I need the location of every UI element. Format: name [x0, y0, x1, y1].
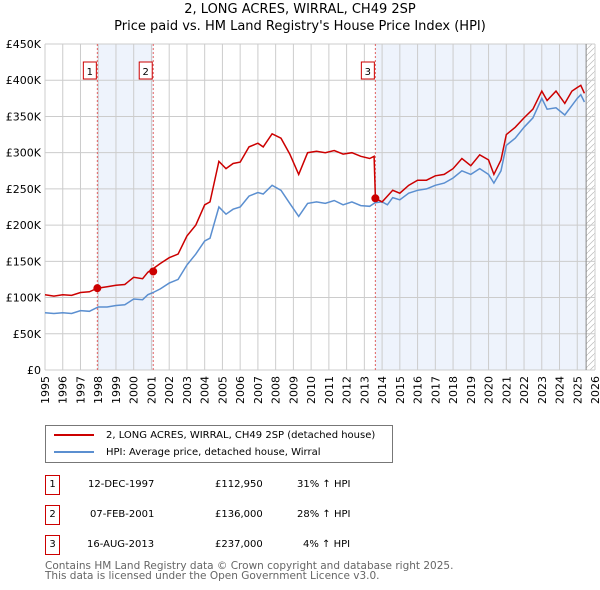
x-tick-label: 2004: [199, 376, 212, 404]
x-tick-label: 2002: [163, 376, 176, 404]
x-tick-label: 2016: [412, 376, 425, 404]
x-tick-label: 2026: [589, 376, 600, 404]
chart-subtitle: Price paid vs. HM Land Registry's House …: [114, 19, 486, 34]
price-chart: 1995 1996 1997 1998 1999 2000 2001 2002 2003 2004…: [6, 38, 600, 404]
x-tick-label: 2010: [305, 376, 318, 404]
y-tick-label: £150K: [6, 255, 42, 268]
sale-price: £112,950: [215, 479, 263, 490]
x-tick-label: 1999: [110, 376, 123, 404]
x-tick-label: 1995: [39, 376, 52, 404]
sale-hpi-diff: 28% ↑ HPI: [297, 509, 351, 520]
x-tick-label: 2008: [270, 376, 283, 404]
legend-label: HPI: Average price, detached house, Wirr…: [106, 446, 321, 458]
sale-point: [371, 194, 380, 203]
x-tick-label: 2006: [234, 376, 247, 404]
x-tick-label: 2015: [394, 376, 407, 404]
sale-marker-label: 3: [45, 535, 60, 555]
x-tick-label: 2023: [536, 376, 549, 404]
y-tick-label: £350K: [6, 110, 42, 123]
x-tick-label: 2009: [287, 376, 300, 404]
shaded-period: [375, 44, 587, 370]
x-tick-label: 2025: [571, 376, 584, 404]
x-tick-label: 2022: [518, 376, 531, 404]
y-tick-label: £100K: [6, 292, 42, 305]
sale-date: 12-DEC-1997: [88, 479, 155, 490]
legend-item-property: 2, LONG ACRES, WIRRAL, CH49 2SP (detache…: [54, 427, 375, 443]
legend-item-hpi: HPI: Average price, detached house, Wirr…: [54, 444, 321, 460]
y-tick-label: £200K: [6, 219, 42, 232]
sale-marker-label: 2: [45, 505, 60, 525]
x-tick-label: 2014: [376, 376, 389, 404]
sale-hpi-diff: 4% ↑ HPI: [303, 539, 351, 550]
forecast-hatch: [586, 44, 595, 370]
x-tick-label: 2003: [181, 376, 194, 404]
y-tick-label: £50K: [13, 328, 42, 341]
y-tick-label: £450K: [6, 38, 42, 51]
x-tick-label: 2018: [447, 376, 460, 404]
footer-copyright: Contains HM Land Registry data © Crown c…: [45, 560, 454, 572]
legend-label: 2, LONG ACRES, WIRRAL, CH49 2SP (detache…: [106, 429, 376, 441]
x-tick-label: 2001: [145, 376, 158, 404]
table-row: 1 12-DEC-1997 £112,950 31% ↑ HPI: [45, 475, 445, 495]
footer: Contains HM Land Registry data © Crown c…: [45, 560, 454, 582]
sale-date: 16-AUG-2013: [87, 539, 155, 550]
x-tick-label: 2020: [483, 376, 496, 404]
x-tick-label: 2017: [429, 376, 442, 404]
table-row: 2 07-FEB-2001 £136,000 28% ↑ HPI: [45, 505, 445, 525]
y-tick-label: £400K: [6, 74, 42, 87]
legend: 2, LONG ACRES, WIRRAL, CH49 2SP (detache…: [45, 425, 393, 463]
legend-swatch-red: [54, 434, 94, 436]
sale-marker-label: 2: [143, 67, 149, 78]
sale-marker-box: [360, 61, 375, 80]
x-tick-label: 2019: [465, 376, 478, 404]
y-tick-label: £0: [27, 364, 41, 377]
sale-price: £237,000: [215, 539, 263, 550]
y-tick-label: £250K: [6, 183, 42, 196]
x-tick-label: 2012: [341, 376, 354, 404]
x-tick-label: 2024: [554, 376, 567, 404]
shaded-period: [97, 44, 154, 370]
table-row: 3 16-AUG-2013 £237,000 4% ↑ HPI: [45, 535, 445, 555]
x-tick-label: 2011: [323, 376, 336, 404]
series-line: [44, 84, 586, 297]
x-tick-label: 1997: [74, 376, 87, 404]
sale-marker-label: 3: [365, 67, 371, 78]
sale-point: [93, 284, 102, 293]
footer-licence: This data is licensed under the Open Gov…: [45, 570, 380, 582]
x-tick-label: 2000: [128, 376, 141, 404]
series-line: [44, 93, 586, 315]
sale-marker-label: 1: [87, 67, 93, 78]
x-tick-label: 2005: [216, 376, 229, 404]
y-tick-label: £300K: [6, 147, 42, 160]
sale-marker-box: [82, 61, 97, 80]
x-tick-label: 2021: [500, 376, 513, 404]
x-tick-label: 1998: [92, 376, 105, 404]
sale-marker-box: [138, 61, 153, 80]
x-tick-label: 1996: [57, 376, 70, 404]
legend-swatch-blue: [54, 451, 94, 453]
sale-marker-label: 1: [45, 475, 60, 495]
x-tick-label: 2007: [252, 376, 265, 404]
sale-date: 07-FEB-2001: [90, 509, 155, 520]
chart-title: 2, LONG ACRES, WIRRAL, CH49 2SP: [184, 2, 416, 17]
sale-point: [149, 267, 158, 276]
sale-hpi-diff: 31% ↑ HPI: [297, 479, 351, 490]
sale-price: £136,000: [215, 509, 263, 520]
x-tick-label: 2013: [358, 376, 371, 404]
